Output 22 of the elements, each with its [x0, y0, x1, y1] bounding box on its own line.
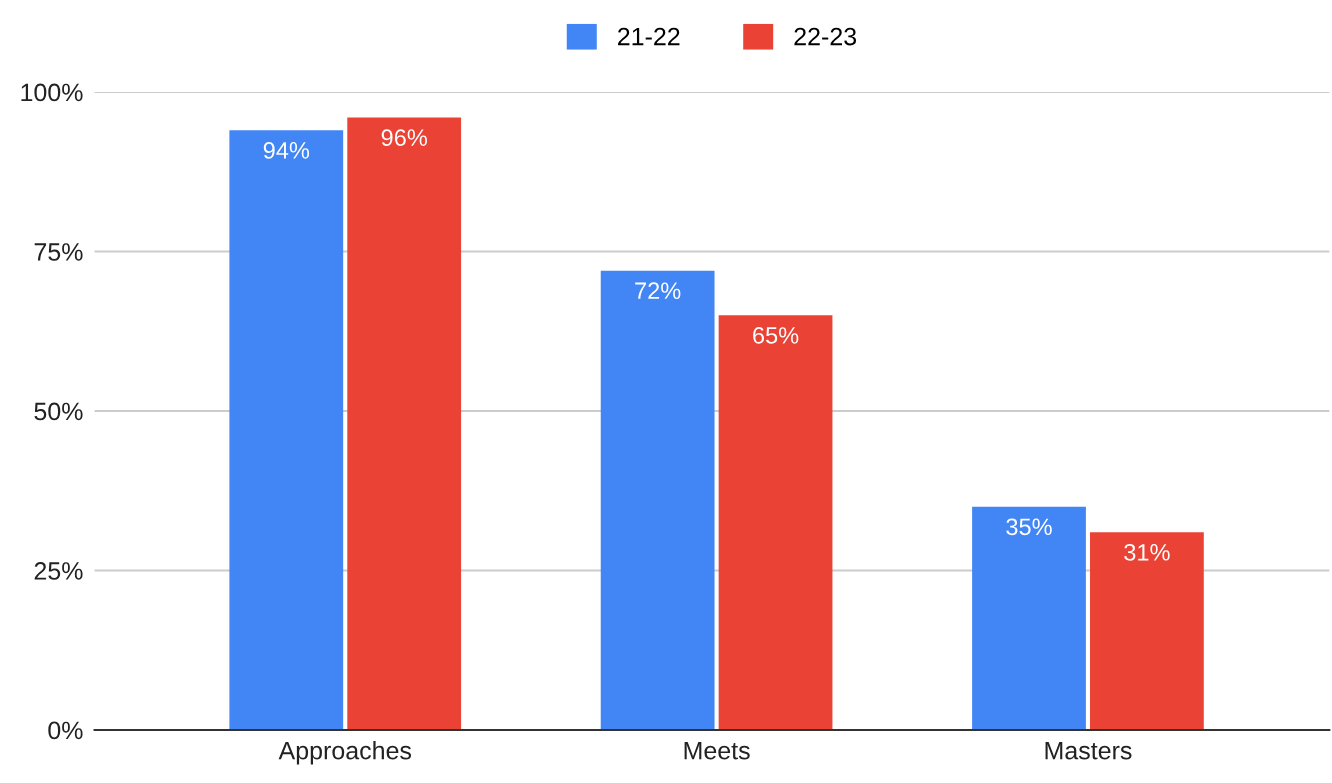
data-label: 72% — [635, 282, 681, 299]
bar — [229, 130, 344, 730]
data-label: 96% — [381, 129, 427, 146]
data-label: 94% — [263, 142, 310, 159]
y-tick-label: 50% — [34, 402, 83, 421]
bar — [600, 270, 715, 730]
y-tick-label: 75% — [34, 243, 83, 261]
data-label: 31% — [1124, 543, 1170, 561]
data-label: 35% — [1006, 518, 1052, 536]
data-label: 65% — [753, 327, 799, 344]
legend-label: 21-22 — [618, 27, 680, 46]
x-tick-label: Meets — [684, 742, 750, 760]
bar — [972, 506, 1086, 730]
y-tick-label: 25% — [34, 562, 83, 580]
y-tick-label: 0% — [48, 721, 83, 740]
legend-label: 22-23 — [794, 27, 857, 46]
y-tick-label: 100% — [21, 83, 83, 102]
bar — [718, 315, 833, 730]
x-tick-label: Masters — [1045, 742, 1132, 760]
x-tick-label: Approaches — [278, 741, 412, 765]
bar — [347, 117, 462, 730]
bar — [1090, 532, 1204, 730]
